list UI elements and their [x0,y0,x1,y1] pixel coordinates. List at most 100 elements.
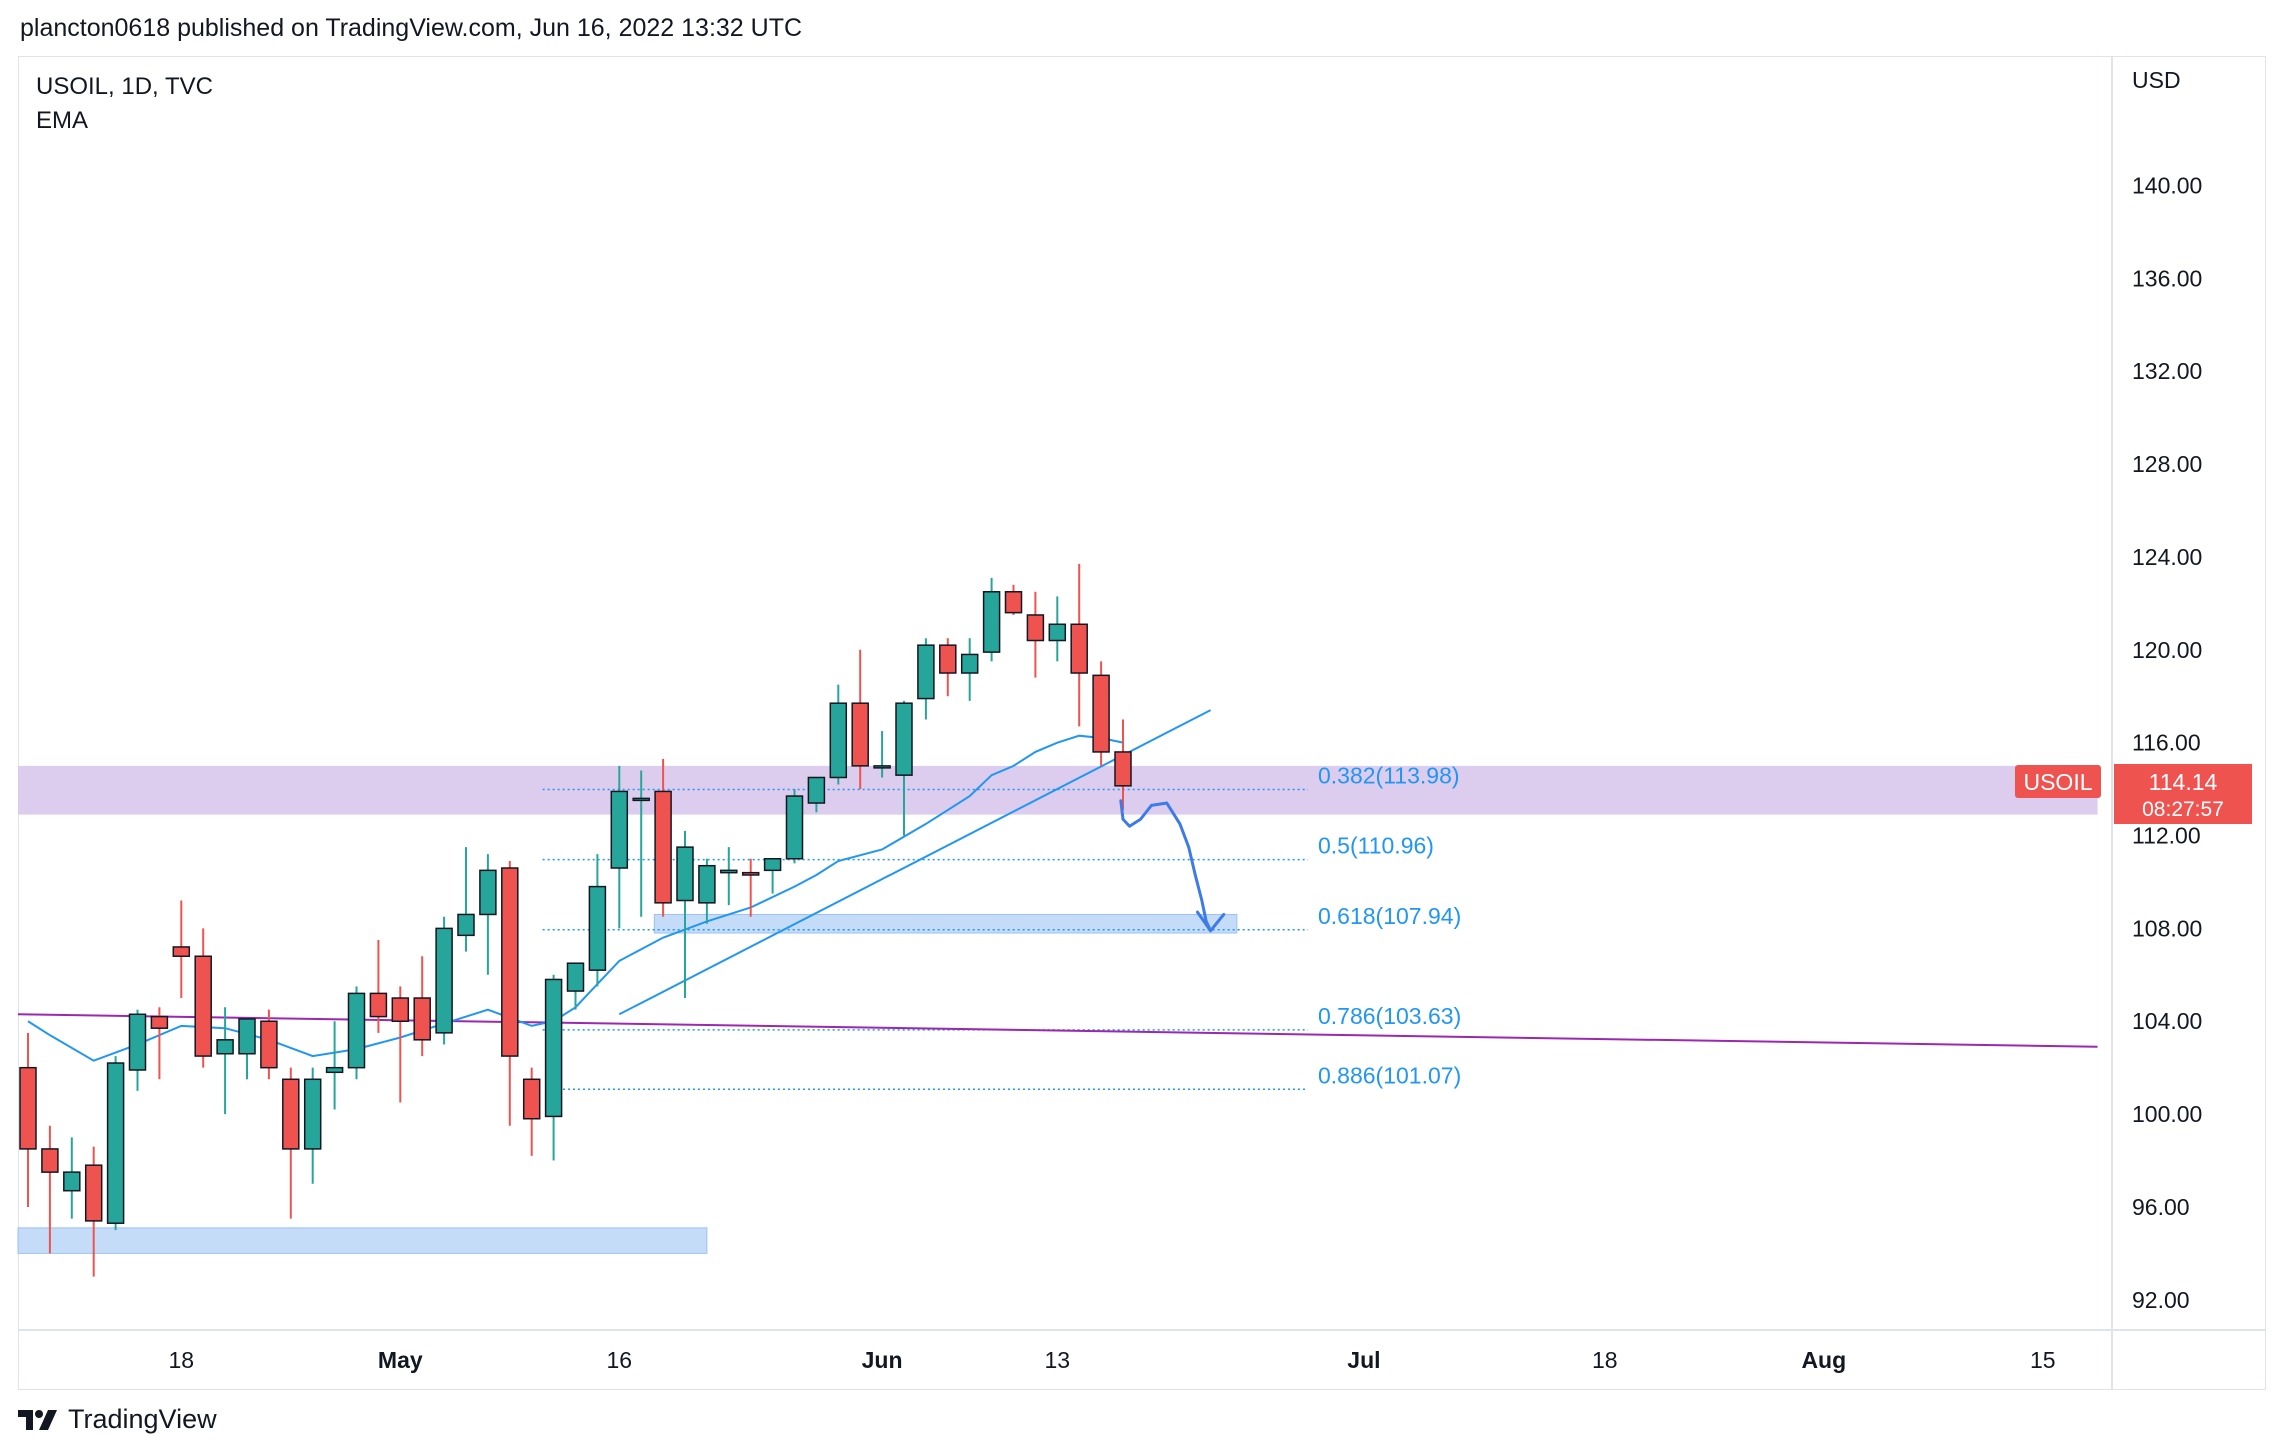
price-tick-label: 92.00 [2132,1287,2190,1313]
candle-body [413,997,431,1041]
candle-body [785,795,804,860]
candle-body [41,1148,59,1173]
candle-body [654,790,672,904]
candle-body [1048,623,1067,642]
candle-body [1004,591,1023,614]
time-tick-label: 18 [169,1347,195,1373]
candle-body [829,702,848,779]
price-tick-label: 104.00 [2132,1008,2202,1034]
time-tick-label: 16 [607,1347,633,1373]
time-tick-label: 18 [1592,1347,1618,1373]
fib-level-label: 0.886(101.07) [1318,1062,1461,1088]
candle-body [851,702,869,767]
time-tick-label: 13 [1045,1347,1071,1373]
publisher-info: plancton0618 published on TradingView.co… [20,14,803,42]
price-tick-label: 112.00 [2132,823,2201,849]
candle-body [566,962,585,992]
last-price-symbol: USOIL [2023,769,2092,795]
drawing-layer [1119,799,1226,933]
price-tick-label: 96.00 [2132,1194,2190,1220]
currency-label: USD [2132,67,2181,93]
chart-legend: USOIL, 1D, TVC EMA [36,70,213,138]
zones-layer [17,765,2098,1254]
brand-name: TradingView [68,1404,217,1434]
candle-body [1114,751,1132,787]
candle-body [939,644,957,674]
candle-body [106,1062,125,1224]
ascending-trendline [618,709,1212,1016]
candle-body [84,1164,103,1222]
price-tick-label: 140.00 [2132,173,2202,199]
fib-level-label: 0.5(110.96) [1318,833,1434,859]
time-axis: 18 May 16 Jun 13 Jul 18 Aug 15 [169,1347,2056,1373]
support-zone-fib [653,913,1238,934]
candle-body [807,776,826,804]
last-price-value: 114.14 [2149,769,2218,795]
time-tick-label: Jun [862,1347,903,1373]
candle-body [19,1066,37,1150]
chart-container[interactable] [18,56,2266,1390]
price-tick-label: 124.00 [2132,544,2202,570]
candle-body [347,992,366,1069]
fib-level-label: 0.618(107.94) [1318,903,1461,929]
candles-layer [19,563,1132,1277]
horizontal-trendline [17,1013,2098,1048]
last-price-symbol-badge [2015,765,2101,798]
forecast-path [1119,799,1213,933]
candle-body [1070,623,1088,674]
indicator-label[interactable]: EMA [36,107,89,134]
candle-body [873,765,891,769]
candle-body [763,857,782,872]
candle-body [303,1078,322,1150]
price-axis: 140.00 136.00 132.00 128.00 124.00 120.00 116.… [2132,173,2202,1313]
fib-level-label: 0.382(113.98) [1318,763,1460,789]
candle-body [369,992,388,1018]
price-tick-label: 120.00 [2132,637,2202,663]
candle-body [391,997,410,1022]
candle-body [917,644,935,700]
price-tick-label: 100.00 [2132,1101,2202,1127]
last-price-badge: USOIL 114.14 08:27:57 [2015,764,2252,824]
candle-body [960,653,979,674]
price-tick-label: 132.00 [2132,358,2202,384]
candle-body [501,867,519,1057]
time-tick-label: May [378,1347,423,1373]
fib-labels-layer: 0.382(113.98) 0.5(110.96) 0.618(107.94) 0.7… [1318,763,1461,1089]
candle-body [522,1078,541,1120]
candle-body [982,591,1001,653]
candle-body [238,1018,256,1055]
forecast-arrowhead [1195,910,1226,933]
candle-body [150,1015,169,1029]
price-tick-label: 136.00 [2132,265,2202,291]
candle-body [260,1020,278,1069]
candle-body [676,846,694,902]
brand-footer[interactable]: TradingView [18,1404,217,1435]
candle-body [588,885,607,971]
time-tick-label: Aug [1801,1347,1846,1373]
candle-body [435,927,453,1034]
candle-body [194,955,212,1057]
time-tick-label: Jul [1347,1347,1380,1373]
candle-body [63,1171,81,1192]
candle-body [1026,614,1045,642]
candle-body [610,790,629,869]
candle-body [457,913,475,937]
candle-body [632,797,650,802]
candle-body [544,978,563,1118]
symbol-line[interactable]: USOIL, 1D, TVC [36,73,213,100]
candle-body [895,702,913,776]
candle-body [479,869,497,916]
time-tick-label: 15 [2030,1347,2056,1373]
candle-body [698,864,716,904]
bar-countdown: 08:27:57 [2142,798,2224,821]
candle-body [325,1066,344,1074]
price-tick-label: 128.00 [2132,451,2202,477]
candle-body [216,1039,234,1055]
candle-body [172,946,191,957]
candle-body [1092,674,1110,753]
candle-body [720,869,738,874]
price-tick-label: 116.00 [2132,730,2201,756]
tradingview-logo-icon [18,1408,58,1432]
candle-body [282,1078,300,1150]
